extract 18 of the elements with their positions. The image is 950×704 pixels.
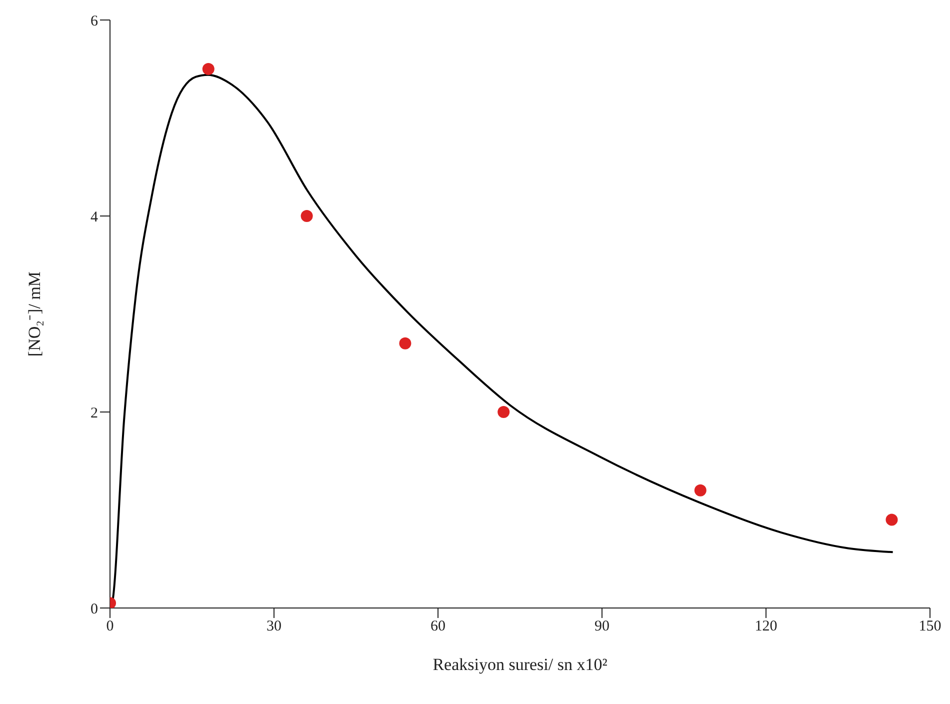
y-axis-title: [NO₂⁻]/ mM	[25, 271, 44, 357]
x-tick-label: 0	[106, 618, 114, 635]
x-tick-label: 150	[918, 618, 942, 635]
x-tick-label: 120	[754, 618, 778, 635]
point	[498, 406, 510, 418]
point	[694, 484, 706, 496]
point	[202, 63, 214, 75]
x-axis-title: Reaksiyon suresi/ sn x10²	[432, 655, 608, 674]
x-tick-label: 90	[594, 618, 610, 635]
y-tick-label: 2	[90, 405, 98, 422]
point	[399, 337, 412, 350]
y-tick-label: 6	[90, 13, 98, 30]
x-tick-label: 30	[266, 618, 282, 635]
y-tick-label: 4	[90, 209, 98, 226]
point	[886, 514, 898, 526]
point	[300, 210, 313, 222]
x-tick-label: 60	[430, 618, 446, 635]
y-tick-label: 0	[90, 601, 98, 618]
